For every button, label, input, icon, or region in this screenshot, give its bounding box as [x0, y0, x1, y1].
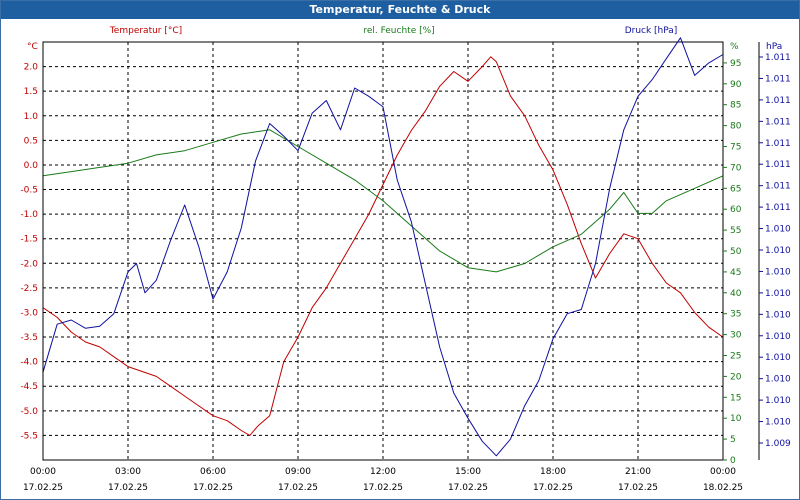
y-right-humidity-tick-label: 70 [730, 163, 742, 173]
y-left-tick-label: -0.5 [20, 186, 38, 196]
y-right-humidity-tick-label: 50 [730, 247, 742, 257]
y-right-humidity-tick-label: 65 [730, 184, 741, 194]
series-temperature-line [42, 56, 724, 436]
x-tick-date: 17.02.25 [618, 483, 658, 493]
y-left-tick-label: -2.0 [20, 259, 38, 269]
y-right-pressure-tick-label: 1.011 [765, 74, 791, 84]
y-right-humidity-tick-label: 20 [730, 372, 742, 382]
y-right-humidity-tick-label: 95 [730, 59, 741, 69]
y-right-pressure-tick-label: 1.010 [765, 353, 791, 363]
y-right-humidity-unit: % [730, 42, 739, 52]
y-left-tick-label: -2.5 [20, 284, 38, 294]
x-tick-time: 12:00 [370, 467, 396, 477]
window-title: Temperatur, Feuchte & Druck [1, 1, 799, 19]
y-right-humidity-tick-label: 10 [730, 414, 742, 424]
y-left-tick-label: -3.0 [20, 308, 38, 318]
y-right-humidity-tick-label: 60 [730, 205, 742, 215]
y-right-pressure-tick-label: 1.010 [765, 289, 791, 299]
y-right-pressure-tick-label: 1.011 [765, 160, 791, 170]
y-right-pressure-tick-label: 1.011 [765, 96, 791, 106]
x-tick-time: 18:00 [540, 467, 566, 477]
y-right-humidity-tick-label: 45 [730, 268, 741, 278]
x-tick-date: 17.02.25 [193, 483, 233, 493]
y-right-humidity-tick-label: 30 [730, 331, 742, 341]
y-right-pressure-tick-label: 1.010 [765, 267, 791, 277]
y-right-pressure-tick-label: 1.010 [765, 375, 791, 385]
y-right-pressure-tick-label: 1.010 [765, 225, 791, 235]
x-tick-date: 17.02.25 [363, 483, 403, 493]
y-left-tick-label: -4.0 [20, 358, 38, 368]
y-right-humidity-tick-label: 90 [730, 80, 742, 90]
y-right-pressure-tick-label: 1.009 [765, 439, 791, 449]
y-right-humidity-tick-label: 0 [730, 456, 736, 466]
y-right-pressure-tick-label: 1.010 [765, 246, 791, 256]
y-right-pressure-unit: hPa [766, 42, 782, 52]
y-right-pressure-tick-label: 1.011 [765, 203, 791, 213]
y-right-pressure-tick-label: 1.011 [765, 117, 791, 127]
y-right-humidity-tick-label: 25 [730, 352, 741, 362]
x-tick-time: 09:00 [285, 467, 311, 477]
y-left-tick-label: -5.5 [20, 431, 38, 441]
x-tick-time: 00:00 [710, 467, 736, 477]
x-tick-time: 21:00 [625, 467, 651, 477]
x-tick-time: 00:00 [30, 467, 56, 477]
y-right-humidity-tick-label: 80 [730, 122, 742, 132]
y-right-pressure-tick-label: 1.011 [765, 139, 791, 149]
y-left-tick-label: 0.0 [24, 161, 39, 171]
y-left-unit: °C [27, 42, 38, 52]
y-left-tick-label: 2.0 [24, 63, 39, 73]
y-right-humidity-tick-label: 15 [730, 393, 741, 403]
x-tick-date: 17.02.25 [23, 483, 63, 493]
y-right-pressure-tick-label: 1.010 [765, 396, 791, 406]
y-right-pressure-tick-label: 1.011 [765, 182, 791, 192]
legend-pressure: Druck [hPa] [625, 26, 678, 36]
series-humidity-line [42, 129, 724, 273]
y-right-humidity-tick-label: 75 [730, 143, 741, 153]
line-chart: 00:00 17.02.25 03:00 17.02.25 06:00 17.02.25 0… [20, 26, 791, 493]
y-right-pressure-tick-label: 1.011 [765, 53, 791, 63]
y-right-pressure-tick-label: 1.010 [765, 418, 791, 428]
x-tick-date: 17.02.25 [278, 483, 318, 493]
y-right-humidity-tick-label: 5 [730, 435, 736, 445]
y-left-tick-label: 1.0 [24, 112, 39, 122]
x-tick-date: 17.02.25 [448, 483, 488, 493]
series-pressure-line [42, 37, 724, 457]
legend-humidity: rel. Feuchte [%] [363, 26, 434, 36]
x-tick-time: 15:00 [455, 467, 481, 477]
y-right-humidity-tick-label: 55 [730, 226, 741, 236]
y-left-tick-label: -1.5 [20, 235, 38, 245]
y-right-humidity-tick-label: 85 [730, 101, 741, 111]
y-right-pressure-tick-label: 1.010 [765, 310, 791, 320]
x-tick-date: 18.02.25 [703, 483, 743, 493]
x-tick-date: 17.02.25 [533, 483, 573, 493]
x-tick-time: 03:00 [115, 467, 141, 477]
y-left-tick-label: -5.0 [20, 407, 38, 417]
x-tick-time: 06:00 [200, 467, 226, 477]
x-tick-date: 17.02.25 [108, 483, 148, 493]
y-left-tick-label: -1.0 [20, 210, 38, 220]
y-left-tick-label: -4.5 [20, 382, 38, 392]
legend-temperature: Temperatur [°C] [109, 26, 182, 36]
y-left-tick-label: -3.5 [20, 333, 38, 343]
y-right-humidity-tick-label: 35 [730, 310, 741, 320]
y-right-humidity-tick-label: 40 [730, 289, 742, 299]
y-left-tick-label: 1.5 [24, 87, 38, 97]
y-right-pressure-tick-label: 1.010 [765, 332, 791, 342]
y-left-tick-label: 0.5 [24, 136, 38, 146]
